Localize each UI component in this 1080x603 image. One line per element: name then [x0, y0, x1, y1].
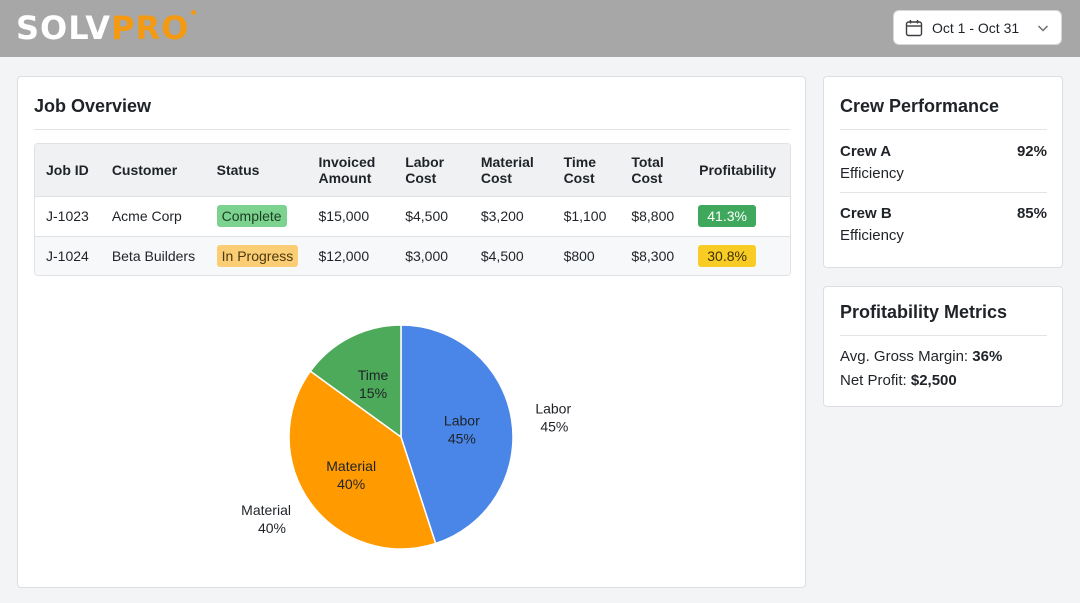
cell-material: $3,200 [480, 208, 524, 224]
cell-job-id: J-1023 [46, 208, 89, 224]
pie-outer-label: Material [241, 502, 291, 518]
pie-outer-label: Labor [535, 401, 571, 417]
top-bar: SOLVPRO Oct 1 - Oct 31 [0, 0, 1080, 57]
pie-slice-percent: 15% [359, 385, 387, 401]
pie-slice-time[interactable] [309, 324, 402, 439]
cell-total: $8,800 [631, 208, 675, 224]
job-overview-title: Job Overview [34, 96, 152, 116]
cell-material: $4,500 [480, 248, 524, 265]
cell-time: $800 [563, 248, 595, 265]
cell-labor: $3,000 [405, 248, 449, 265]
col-material-cost[interactable]: Material Cost [480, 153, 534, 186]
col-time-cost[interactable]: Time Cost [563, 153, 596, 186]
crew-value: 92% [1016, 143, 1047, 160]
solvpro-logo[interactable]: SOLVPRO [16, 8, 197, 48]
col-profitability[interactable]: Profitability [699, 161, 777, 178]
col-status[interactable]: Status [216, 161, 260, 178]
date-range-label: Oct 1 - Oct 31 [932, 20, 1020, 36]
crew-value: 85% [1016, 205, 1047, 222]
table-header-row: Job ID Customer Status Invoiced Amount La… [35, 144, 790, 196]
crew-performance-card: Crew Performance Crew A Efficiency 92% C… [823, 76, 1063, 268]
crew-metric: Efficiency [840, 227, 904, 244]
pie-outer-percent: 40% [258, 520, 286, 536]
registered-mark [191, 10, 197, 15]
cell-customer: Acme Corp [111, 208, 182, 224]
crew-row-a: Crew A Efficiency 92% [840, 143, 1047, 187]
net-profit: Net Profit: $2,500 [840, 372, 957, 389]
pie-slice-percent: 40% [337, 476, 365, 492]
cell-total: $8,300 [631, 248, 675, 265]
pie-slice-label: Labor [444, 412, 480, 428]
crew-metric: Efficiency [840, 165, 904, 182]
chevron-down-icon [1037, 25, 1049, 32]
profitability-badge: 30.8% [698, 245, 757, 268]
calendar-icon [905, 20, 923, 37]
pie-outer-percent: 45% [540, 419, 568, 435]
profitability-badge: 41.3% [698, 205, 757, 227]
crew-name: Crew A [840, 143, 892, 160]
cell-labor: $4,500 [405, 208, 449, 224]
pie-slice-percent: 45% [448, 430, 476, 446]
crew-name: Crew B [840, 205, 892, 222]
col-job-id[interactable]: Job ID [46, 161, 89, 178]
crew-divider [840, 129, 1047, 130]
pie-slice-label: Material [326, 458, 376, 474]
cell-invoiced: $15,000 [318, 208, 370, 224]
table-row[interactable]: J-1023 Acme Corp Complete $15,000 $4,500… [35, 196, 790, 236]
job-overview-divider [34, 129, 790, 130]
crew-row-b: Crew B Efficiency 85% [840, 205, 1047, 249]
table-row[interactable]: J-1024 Beta Builders In Progress $12,000… [35, 236, 790, 275]
status-badge: Complete [216, 205, 287, 227]
pie-slice-material[interactable] [288, 370, 437, 550]
crew-performance-title: Crew Performance [840, 96, 1000, 116]
cost-breakdown-pie-chart: Labor 45% Labor 45% Material 40% Material 40% Ti… [241, 324, 571, 550]
cell-job-id: J-1024 [46, 248, 89, 265]
crew-row-divider [840, 192, 1047, 193]
col-labor-cost[interactable]: Labor Cost [405, 153, 445, 186]
col-invoiced-amount[interactable]: Invoiced Amount [318, 153, 376, 186]
date-range-picker[interactable]: Oct 1 - Oct 31 [893, 10, 1062, 45]
job-table: Job ID Customer Status Invoiced Amount La… [34, 143, 791, 276]
col-total-cost[interactable]: Total Cost [631, 153, 664, 186]
metrics-divider [840, 335, 1047, 336]
avg-gross-margin: Avg. Gross Margin: 36% [840, 348, 1003, 365]
cell-customer: Beta Builders [111, 248, 196, 265]
profitability-metrics-title: Profitability Metrics [840, 302, 1008, 322]
status-badge: In Progress [216, 245, 299, 268]
cell-time: $1,100 [563, 208, 607, 224]
pie-slice-labor[interactable] [400, 324, 514, 545]
pie-slice-label: Time [358, 367, 389, 383]
col-customer[interactable]: Customer [111, 161, 178, 178]
profitability-metrics-card: Profitability Metrics Avg. Gross Margin:… [823, 286, 1063, 407]
job-overview-card: Job Overview Job ID Customer Status Invo… [17, 76, 806, 588]
cell-invoiced: $12,000 [318, 248, 370, 265]
